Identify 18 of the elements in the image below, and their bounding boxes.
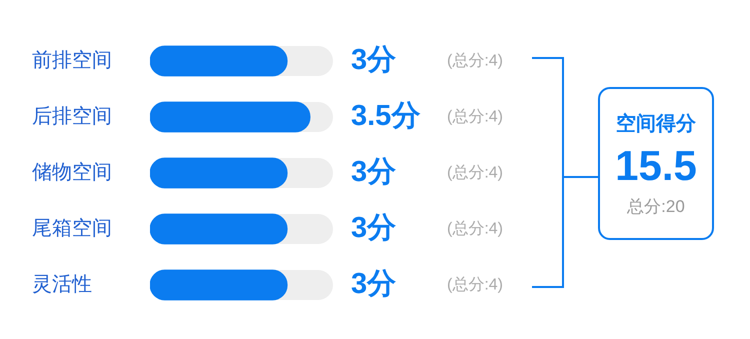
- data-label: 3分: [351, 268, 398, 300]
- data-label: 3分: [351, 44, 398, 76]
- y-tick-label: 灵活性: [32, 274, 92, 296]
- data-label: 3.5分: [351, 100, 422, 132]
- text: 15.5: [615, 140, 697, 190]
- y-tick-label: 尾箱空间: [32, 218, 112, 240]
- text: (总分:4): [447, 51, 503, 70]
- text: (总分:4): [447, 107, 503, 126]
- text: 总分:20: [627, 196, 685, 218]
- text: 空间得分: [616, 112, 696, 136]
- y-tick-label: 前排空间: [32, 50, 112, 72]
- text: (总分:4): [447, 219, 503, 238]
- text: (总分:4): [447, 275, 503, 294]
- text: (总分:4): [447, 163, 503, 182]
- data-label: 3分: [351, 212, 398, 244]
- y-tick-label: 后排空间: [32, 106, 112, 128]
- y-tick-label: 储物空间: [32, 162, 112, 184]
- data-label: 3分: [351, 156, 398, 188]
